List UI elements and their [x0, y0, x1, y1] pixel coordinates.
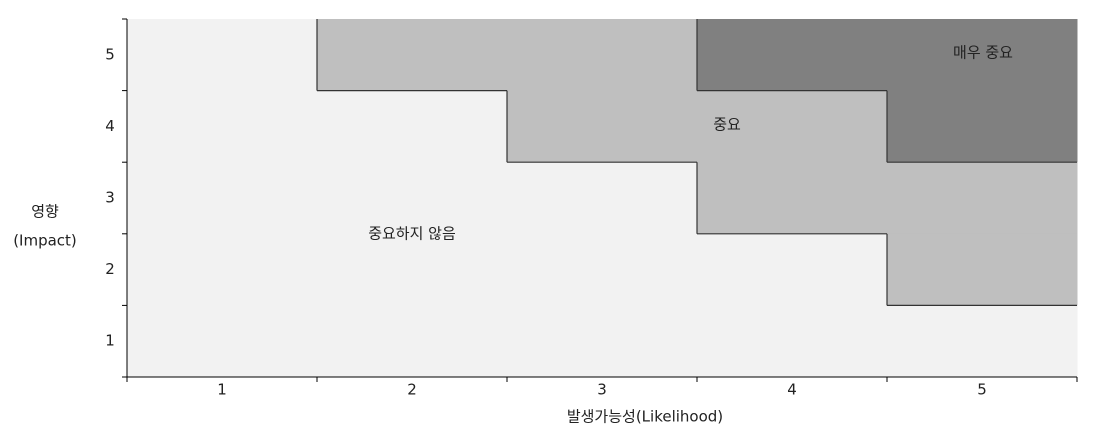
y-tick-label: 5 — [105, 45, 115, 63]
cell — [887, 233, 1078, 306]
cell — [127, 233, 318, 306]
cell — [887, 305, 1078, 378]
x-tick-label: 3 — [597, 381, 607, 399]
cell — [887, 162, 1078, 235]
x-tick-label: 1 — [217, 381, 227, 399]
y-tick-label: 1 — [105, 332, 115, 350]
x-tick-label: 5 — [977, 381, 987, 399]
region-label: 매우 중요 — [953, 44, 1013, 62]
cell — [127, 19, 318, 92]
x-axis-label: 발생가능성(Likelihood) — [567, 408, 723, 426]
y-tick-label: 4 — [105, 117, 115, 135]
cell — [317, 90, 508, 163]
cell — [127, 90, 318, 163]
x-tick-label: 2 — [407, 381, 417, 399]
region-label: 중요 — [713, 116, 741, 134]
region-label: 중요하지 않음 — [368, 225, 456, 243]
y-tick-label: 3 — [105, 189, 115, 207]
cell — [317, 19, 508, 92]
cell — [317, 305, 508, 378]
cell — [507, 19, 698, 92]
cell — [507, 233, 698, 306]
y-axis-label: (Impact) — [13, 232, 77, 250]
cell — [887, 19, 1078, 92]
cell — [317, 233, 508, 306]
cell — [127, 305, 318, 378]
x-tick-label: 4 — [787, 381, 797, 399]
cell — [507, 305, 698, 378]
cell — [697, 90, 888, 163]
y-axis-label: 영향 — [31, 203, 59, 221]
cell — [697, 19, 888, 92]
cell — [507, 162, 698, 235]
cell — [317, 162, 508, 235]
cell — [697, 233, 888, 306]
cell — [697, 162, 888, 235]
cell — [127, 162, 318, 235]
cell — [887, 90, 1078, 163]
cell — [697, 305, 888, 378]
y-tick-label: 2 — [105, 260, 115, 278]
cell — [507, 90, 698, 163]
